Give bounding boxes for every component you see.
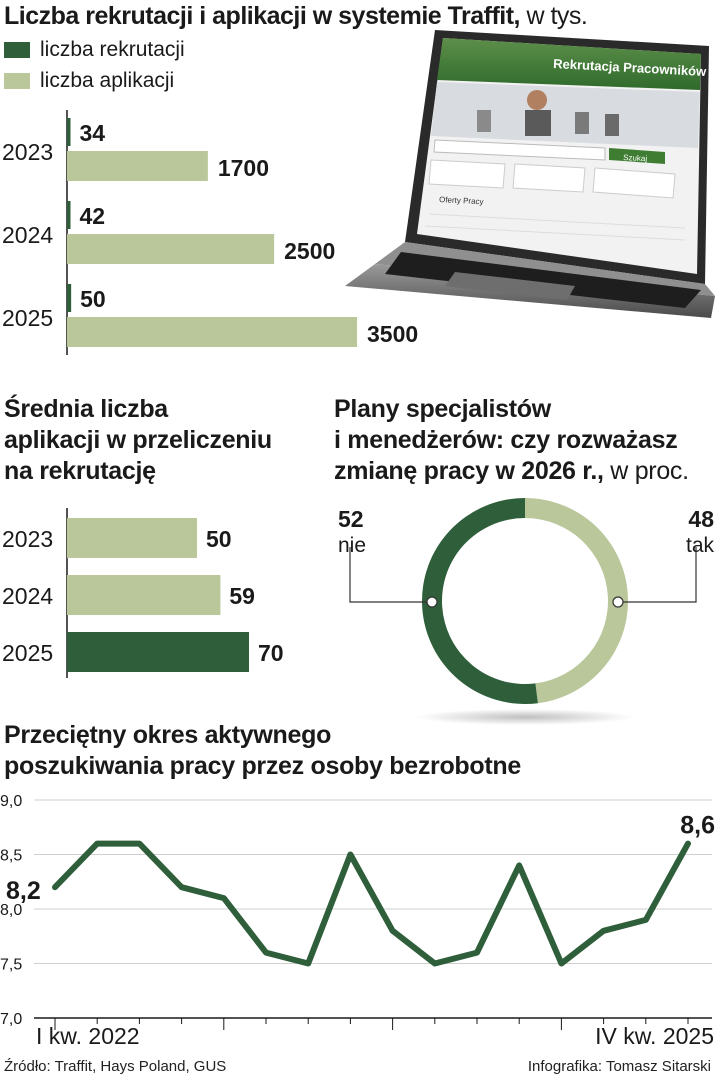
x-label-start: I kw. 2022 [36,1023,140,1048]
source-note: Źródło: Traffit, Hays Poland, GUS [4,1058,227,1075]
chart4-title: Przeciętny okres aktywnego poszukiwania … [4,720,521,782]
legend-swatch-applications [4,73,30,89]
bar-recruitments-2024 [67,201,71,229]
chart3-title: Plany specjalistów i menedżerów: czy roz… [334,394,689,487]
credit-note: Infografika: Tomasz Sitarski [527,1058,711,1075]
label-applications-2025: 3500 [367,321,418,347]
chart2-title-line-1: Średnia liczba [4,395,168,423]
legend-label-applications: liczba aplikacji [40,69,175,92]
y-tick-label: 7,0 [0,1011,22,1028]
y-tick-label: 7,5 [0,957,22,974]
y-tick-label: 8,0 [0,902,22,919]
chart4-svg: 9,0 8,5 8,0 7,5 7,0 8,2 8,6 I kw. 2022 IV kw. 20… [0,793,715,1048]
line-end-label: 8,6 [680,812,715,840]
label-applications-2024: 2500 [284,238,335,264]
category-label-2023: 2023 [2,139,53,165]
donut-label-nie: nie [338,534,366,557]
donut-slice-nie [422,498,538,704]
line-start-label: 8,2 [6,877,41,905]
bar-applications-2025 [67,317,357,347]
x-label-end: IV kw. 2025 [595,1023,714,1048]
leader-line-nie [349,547,432,603]
leader-line-tak [618,547,697,603]
avg-category-label-2023: 2023 [2,526,53,552]
label-recruitments-2025: 50 [80,286,106,312]
chart3-title-unit: w proc. [603,457,689,485]
chart3-title-line-3: zmianę pracy w 2026 r., [334,457,604,485]
avg-value-label-2023: 50 [206,526,232,552]
chart4-title-line-2: poszukiwania pracy przez osoby bezrobotn… [4,752,521,780]
chart1-title: Liczba rekrutacji i aplikacji w systemie… [4,2,588,31]
avg-value-label-2024: 59 [229,583,255,609]
label-applications-2023: 1700 [218,155,269,181]
leader-dot-nie [426,596,438,608]
legend-item-applications: liczba aplikacji [4,69,174,93]
legend-item-recruitments: liczba rekrutacji [4,38,185,62]
avg-bar-2025 [67,632,249,672]
laptop-illustration: Rekrutacja Pracowników Szukaj Oferty Pra… [345,30,715,318]
avg-value-label-2025: 70 [258,640,284,666]
line-series [52,840,691,967]
avg-category-label-2025: 2025 [2,640,53,666]
bar-recruitments-2025 [67,284,72,312]
chart2-title-line-3: na rekrutację [4,457,156,485]
y-tick-label: 8,5 [0,848,22,865]
chart4-title-line-1: Przeciętny okres aktywnego [4,721,332,749]
chart2-title: Średnia liczba aplikacji w przeliczeniu … [4,394,272,487]
laptop-offers-heading: Oferty Pracy [439,195,484,206]
chart3-title-line-2: i menedżerów: czy rozważasz [334,426,678,454]
avg-category-label-2024: 2024 [2,583,53,609]
chart3-title-line-1: Plany specjalistów [334,395,551,423]
chart2-svg: 50 2023 59 2024 70 2025 [2,508,284,678]
category-label-2025: 2025 [2,305,53,331]
chart1-title-unit: w tys. [520,2,588,30]
bar-applications-2024 [67,234,275,264]
chart2-title-line-2: aplikacji w przeliczeniu [4,426,272,454]
donut-shadow [415,709,635,725]
legend-swatch-recruitments [4,42,30,58]
avg-bar-2023 [67,518,197,558]
category-label-2024: 2024 [2,222,53,248]
bar-applications-2023 [67,151,208,181]
y-tick-label: 9,0 [0,793,22,810]
donut-value-tak: 48 [688,506,714,532]
bar-recruitments-2023 [67,118,71,146]
donut-slice-tak [525,498,629,704]
laptop-search-button: Szukaj [623,153,648,163]
leader-dot-tak [612,596,624,608]
label-recruitments-2023: 34 [80,120,106,146]
legend-label-recruitments: liczba rekrutacji [40,38,185,61]
label-recruitments-2024: 42 [80,203,106,229]
chart1-svg: 34 1700 2023 42 2500 2024 50 3500 2025 [2,110,418,355]
donut-value-nie: 52 [338,506,364,532]
donut-label-tak: tak [686,534,715,557]
chart1-title-text: Liczba rekrutacji i aplikacji w systemie… [4,2,521,30]
avg-bar-2024 [67,575,221,615]
